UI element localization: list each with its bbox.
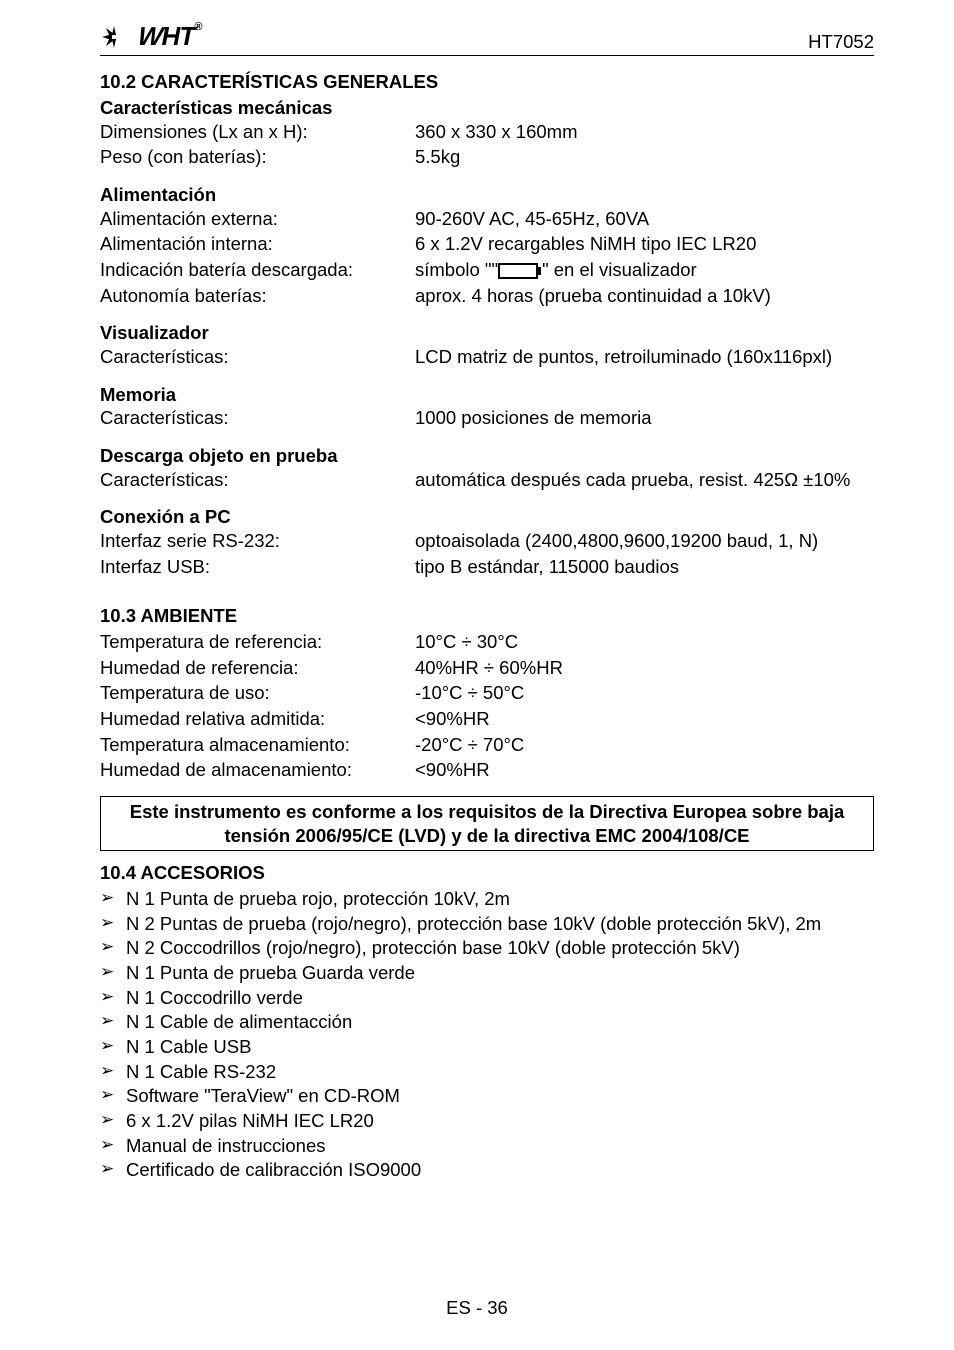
alim-int-label: Alimentación interna: <box>100 232 415 256</box>
mem-value: 1000 posiciones de memoria <box>415 406 874 430</box>
con-rs-value: optoaisolada (2400,4800,9600,19200 baud,… <box>415 529 874 553</box>
mem-label: Características: <box>100 406 415 430</box>
logo-burst-icon <box>100 25 138 49</box>
list-item: N 1 Cable USB <box>100 1035 874 1059</box>
mech-dim-row: Dimensiones (Lx an x H): 360 x 330 x 160… <box>100 120 874 144</box>
alim-ext-row: Alimentación externa: 90-260V AC, 45-65H… <box>100 207 874 231</box>
alim-aut-label: Autonomía baterías: <box>100 284 415 308</box>
con-heading: Conexión a PC <box>100 505 874 529</box>
alim-ind-value: símbolo "" " en el visualizador <box>415 258 874 282</box>
vis-value: LCD matriz de puntos, retroiluminado (16… <box>415 345 874 369</box>
mem-heading: Memoria <box>100 383 874 407</box>
alim-ext-label: Alimentación externa: <box>100 207 415 231</box>
section-10-2-title: 10.2 CARACTERÍSTICAS GENERALES <box>100 70 874 94</box>
con-usb-row: Interfaz USB: tipo B estándar, 115000 ba… <box>100 555 874 579</box>
mech-peso-label: Peso (con baterías): <box>100 145 415 169</box>
mech-dim-label: Dimensiones (Lx an x H): <box>100 120 415 144</box>
alim-ind-pre: símbolo "" <box>415 259 498 280</box>
list-item: N 1 Coccodrillo verde <box>100 986 874 1010</box>
con-usb-label: Interfaz USB: <box>100 555 415 579</box>
accessories-list: N 1 Punta de prueba rojo, protección 10k… <box>100 887 874 1182</box>
compliance-line1: Este instrumento es conforme a los requi… <box>130 801 845 822</box>
desc-label: Características: <box>100 468 415 492</box>
list-item: N 2 Coccodrillos (rojo/negro), protecció… <box>100 936 874 960</box>
page-header: WHT® HT7052 <box>100 20 874 56</box>
mech-peso-value: 5.5kg <box>415 145 874 169</box>
page: WHT® HT7052 10.2 CARACTERÍSTICAS GENERAL… <box>0 0 954 1350</box>
alim-aut-row: Autonomía baterías: aprox. 4 horas (prue… <box>100 284 874 308</box>
brand-logo: WHT® <box>100 20 201 53</box>
vis-row: Características: LCD matriz de puntos, r… <box>100 345 874 369</box>
amb-label: Temperatura de uso: <box>100 681 415 705</box>
list-item: Software "TeraView" en CD-ROM <box>100 1084 874 1108</box>
mech-heading: Características mecánicas <box>100 96 874 120</box>
amb-value: -10°C ÷ 50°C <box>415 681 874 705</box>
list-item: N 1 Cable RS-232 <box>100 1060 874 1084</box>
amb-label: Temperatura de referencia: <box>100 630 415 654</box>
page-footer: ES - 36 <box>0 1296 954 1320</box>
amb-label: Humedad relativa admitida: <box>100 707 415 731</box>
list-item: N 1 Cable de alimentacción <box>100 1010 874 1034</box>
desc-value: automática después cada prueba, resist. … <box>415 468 874 492</box>
amb-value: 40%HR ÷ 60%HR <box>415 656 874 680</box>
compliance-line2: tensión 2006/95/CE (LVD) y de la directi… <box>224 825 749 846</box>
alim-ind-row: Indicación batería descargada: símbolo "… <box>100 258 874 282</box>
amb-row: Humedad de almacenamiento: <90%HR <box>100 758 874 782</box>
amb-row: Temperatura de referencia: 10°C ÷ 30°C <box>100 630 874 654</box>
list-item: N 1 Punta de prueba rojo, protección 10k… <box>100 887 874 911</box>
vis-label: Características: <box>100 345 415 369</box>
alim-int-row: Alimentación interna: 6 x 1.2V recargabl… <box>100 232 874 256</box>
mech-peso-row: Peso (con baterías): 5.5kg <box>100 145 874 169</box>
section-10-3-title: 10.3 AMBIENTE <box>100 604 874 628</box>
alim-aut-value: aprox. 4 horas (prueba continuidad a 10k… <box>415 284 874 308</box>
alim-ind-label: Indicación batería descargada: <box>100 258 415 282</box>
con-rs-row: Interfaz serie RS-232: optoaisolada (240… <box>100 529 874 553</box>
amb-value: -20°C ÷ 70°C <box>415 733 874 757</box>
compliance-box: Este instrumento es conforme a los requi… <box>100 796 874 851</box>
amb-label: Humedad de almacenamiento: <box>100 758 415 782</box>
list-item: Certificado de calibracción ISO9000 <box>100 1158 874 1182</box>
mem-row: Características: 1000 posiciones de memo… <box>100 406 874 430</box>
list-item: 6 x 1.2V pilas NiMH IEC LR20 <box>100 1109 874 1133</box>
logo-registered: ® <box>194 21 201 33</box>
list-item: N 1 Punta de prueba Guarda verde <box>100 961 874 985</box>
logo-text-ht: HT <box>162 21 195 51</box>
list-item: N 2 Puntas de prueba (rojo/negro), prote… <box>100 912 874 936</box>
section-10-4-title: 10.4 ACCESORIOS <box>100 861 874 885</box>
list-item: Manual de instrucciones <box>100 1134 874 1158</box>
con-usb-value: tipo B estándar, 115000 baudios <box>415 555 874 579</box>
amb-label: Humedad de referencia: <box>100 656 415 680</box>
amb-row: Temperatura de uso: -10°C ÷ 50°C <box>100 681 874 705</box>
battery-icon <box>498 263 542 279</box>
amb-row: Temperatura almacenamiento: -20°C ÷ 70°C <box>100 733 874 757</box>
amb-row: Humedad de referencia: 40%HR ÷ 60%HR <box>100 656 874 680</box>
amb-row: Humedad relativa admitida: <90%HR <box>100 707 874 731</box>
vis-heading: Visualizador <box>100 321 874 345</box>
logo-text-w: W <box>136 20 164 53</box>
desc-heading: Descarga objeto en prueba <box>100 444 874 468</box>
desc-row: Características: automática después cada… <box>100 468 874 492</box>
amb-value: 10°C ÷ 30°C <box>415 630 874 654</box>
con-rs-label: Interfaz serie RS-232: <box>100 529 415 553</box>
alim-int-value: 6 x 1.2V recargables NiMH tipo IEC LR20 <box>415 232 874 256</box>
alim-heading: Alimentación <box>100 183 874 207</box>
mech-dim-value: 360 x 330 x 160mm <box>415 120 874 144</box>
amb-value: <90%HR <box>415 707 874 731</box>
document-id: HT7052 <box>808 30 874 54</box>
amb-value: <90%HR <box>415 758 874 782</box>
alim-ext-value: 90-260V AC, 45-65Hz, 60VA <box>415 207 874 231</box>
alim-ind-post: " en el visualizador <box>542 259 697 280</box>
amb-label: Temperatura almacenamiento: <box>100 733 415 757</box>
